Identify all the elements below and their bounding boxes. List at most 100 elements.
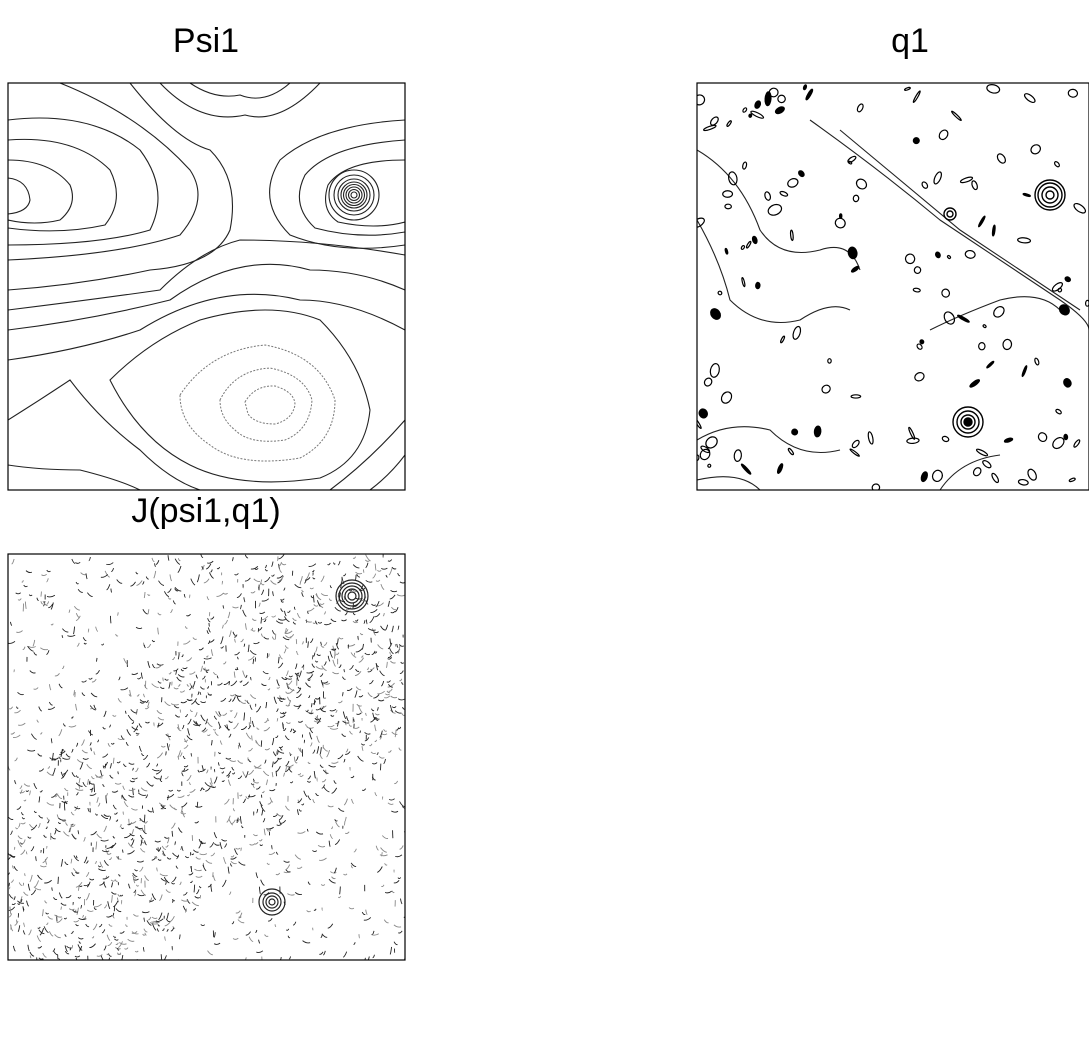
contour <box>977 215 986 228</box>
contour <box>61 820 67 822</box>
contour <box>252 658 255 665</box>
contour <box>1017 237 1032 244</box>
contour <box>171 822 176 829</box>
contour <box>165 751 167 756</box>
contour <box>298 809 302 812</box>
contour <box>44 858 48 865</box>
contour <box>50 602 54 610</box>
contour <box>143 591 146 599</box>
contour <box>242 798 246 804</box>
contour <box>145 699 149 703</box>
contour <box>255 739 257 744</box>
contour <box>135 571 139 575</box>
contour <box>183 640 191 645</box>
contour <box>41 909 44 917</box>
contour <box>92 923 98 931</box>
contour <box>354 690 358 698</box>
contour <box>224 843 228 848</box>
contour <box>223 857 227 865</box>
contour <box>15 827 19 830</box>
contour <box>324 622 332 626</box>
contour <box>49 757 57 761</box>
contour <box>1021 365 1028 378</box>
contour <box>16 706 19 709</box>
contour <box>38 706 42 712</box>
contour <box>168 682 171 689</box>
contour <box>312 622 317 624</box>
contour <box>131 807 138 811</box>
contour <box>397 625 400 631</box>
contour <box>367 956 370 960</box>
contour <box>394 643 397 647</box>
contour <box>231 766 235 771</box>
contour <box>341 733 346 737</box>
contour <box>231 772 236 775</box>
contour <box>390 589 398 593</box>
contour <box>50 738 53 744</box>
contour <box>17 903 21 905</box>
contour <box>131 767 134 771</box>
contour <box>342 951 348 958</box>
contour <box>248 758 252 763</box>
contour <box>294 760 298 764</box>
contour <box>70 716 74 719</box>
contour <box>89 878 95 881</box>
contour <box>86 764 92 770</box>
contour <box>350 652 357 658</box>
contour <box>141 753 145 757</box>
contour <box>37 945 43 949</box>
contour <box>385 693 390 696</box>
contour <box>173 668 179 672</box>
contour <box>920 471 928 483</box>
contour <box>371 930 375 936</box>
contour <box>172 876 177 883</box>
contour <box>85 893 90 901</box>
contour <box>20 812 24 816</box>
contour <box>193 884 196 893</box>
contour <box>83 883 90 887</box>
contour <box>151 683 159 688</box>
contour <box>38 957 44 960</box>
contour <box>247 644 250 653</box>
contour <box>205 655 209 658</box>
contour <box>399 670 404 674</box>
contour <box>356 712 362 715</box>
contour <box>155 763 159 767</box>
contour <box>225 757 232 760</box>
contour <box>75 703 78 711</box>
contour <box>26 900 30 907</box>
contour <box>206 630 210 634</box>
contour <box>243 597 246 603</box>
contour <box>201 727 207 732</box>
contour <box>390 695 398 699</box>
contour <box>276 679 280 687</box>
contour <box>107 941 113 946</box>
contour <box>311 655 314 660</box>
contour <box>12 734 21 738</box>
contour <box>297 773 302 776</box>
contour <box>264 719 269 723</box>
contour <box>267 801 272 805</box>
contour <box>37 926 41 929</box>
contour <box>272 751 277 756</box>
contour <box>234 651 240 656</box>
contour <box>381 567 388 570</box>
contour <box>283 587 286 591</box>
contour <box>143 644 146 649</box>
contour <box>280 956 282 960</box>
contour <box>299 747 303 754</box>
contour <box>89 742 92 746</box>
contour <box>29 790 31 796</box>
contour <box>210 569 213 573</box>
contour <box>378 699 385 702</box>
contour <box>341 619 347 622</box>
contour <box>8 816 14 820</box>
contour <box>154 840 161 843</box>
contour <box>195 856 201 860</box>
contour <box>774 106 785 115</box>
contour <box>222 712 228 716</box>
contour <box>181 802 188 808</box>
contour <box>17 598 22 601</box>
contour <box>54 914 63 918</box>
contour <box>109 763 112 769</box>
